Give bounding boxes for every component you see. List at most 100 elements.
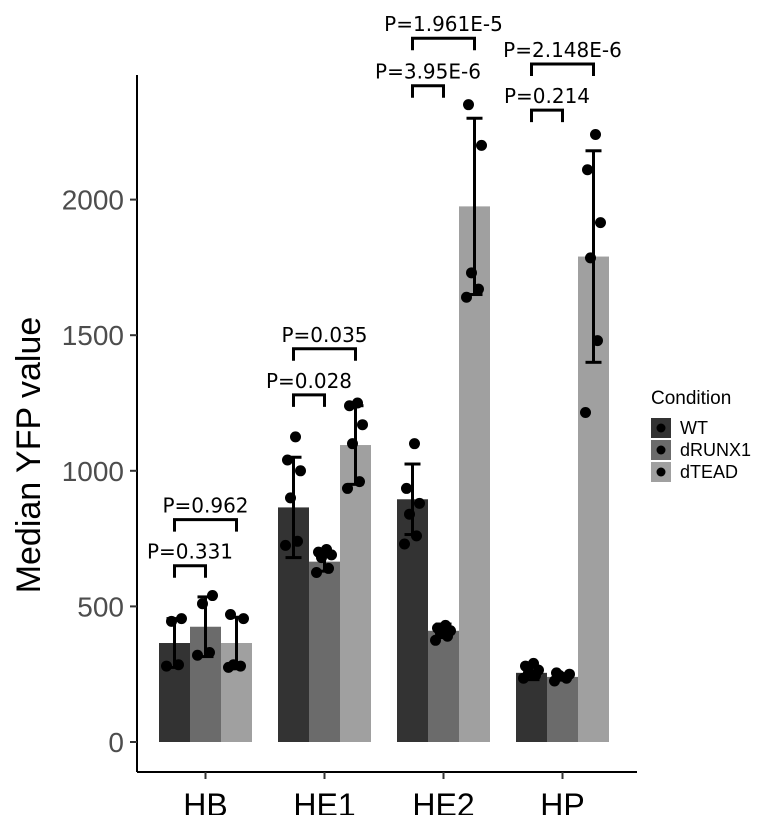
y-tick-label: 2000: [62, 185, 124, 216]
p-value-bracket-he1-dtead: P=0.035: [281, 323, 368, 361]
data-point-hp-dtead: [595, 217, 606, 229]
data-point-hp-dtead: [592, 335, 603, 347]
p-value-label: P=0.035: [281, 323, 367, 347]
data-point-hb-drunx1: [207, 590, 218, 602]
bar-hp-wt: [516, 672, 547, 742]
legend-title: Condition: [651, 388, 731, 409]
data-point-he2-dtead: [461, 291, 472, 303]
data-point-hp-wt: [528, 657, 539, 669]
data-point-hb-wt: [166, 615, 177, 627]
data-point-hp-dtead: [585, 252, 596, 264]
y-axis-label: Median YFP value: [10, 317, 48, 594]
data-point-he1-wt: [282, 454, 293, 466]
data-point-he2-wt: [411, 530, 422, 542]
p-value-bracket-he2-dtead: P=1.961E-5: [384, 12, 503, 51]
data-point-he2-dtead: [463, 99, 474, 111]
x-tick-label-hb: HB: [183, 787, 227, 815]
data-point-hb-drunx1: [204, 647, 215, 659]
data-point-hp-dtead: [590, 129, 601, 141]
data-point-he1-drunx1: [323, 562, 334, 574]
x-tick-label-he1: HE1: [293, 787, 355, 815]
x-tick-label-he2: HE2: [412, 787, 474, 815]
data-point-he1-dtead: [357, 419, 368, 431]
p-value-bracket-he1-drunx1: P=0.028: [266, 369, 352, 407]
bracket-line: [530, 62, 595, 76]
data-point-he1-wt: [285, 492, 296, 504]
y-tick-label: 500: [77, 591, 124, 622]
legend-point-icon: [656, 467, 666, 477]
data-point-he1-wt: [295, 465, 306, 477]
data-point-he1-wt: [280, 539, 291, 551]
y-tick-label: 0: [108, 727, 124, 758]
data-point-he1-dtead: [354, 476, 365, 488]
legend-point-icon: [656, 445, 666, 455]
x-tick-label-hp: HP: [540, 787, 584, 815]
data-point-he2-wt: [414, 497, 425, 509]
bracket-line: [173, 518, 238, 532]
p-value-label: P=2.148E-6: [503, 38, 622, 62]
p-value-bracket-hb-drunx1: P=0.331: [147, 540, 233, 578]
bracket-line: [411, 36, 476, 51]
legend-point-icon: [656, 423, 666, 433]
legend-label: dRUNX1: [680, 440, 751, 460]
legend-item-dtead: dTEAD: [651, 462, 738, 482]
data-point-hp-drunx1: [564, 668, 575, 680]
p-value-bracket-hp-dtead: P=2.148E-6: [503, 38, 622, 76]
bracket-line: [173, 564, 207, 578]
data-point-he1-drunx1: [311, 567, 322, 578]
p-value-label: P=1.961E-5: [384, 12, 503, 36]
bars-layer: [159, 206, 609, 742]
data-point-he1-dtead: [342, 482, 353, 494]
data-point-hb-drunx1: [197, 598, 208, 610]
y-ticks: 0 500 1000 1500 2000: [62, 185, 137, 758]
data-point-hb-dtead: [228, 659, 239, 671]
data-point-hb-wt: [176, 613, 187, 625]
p-value-label: P=0.214: [504, 84, 590, 108]
data-point-hp-drunx1: [551, 667, 562, 679]
y-tick-label: 1500: [62, 320, 124, 351]
bracket-line: [292, 347, 357, 361]
legend-item-wt: WT: [651, 418, 708, 438]
data-point-he2-wt: [399, 538, 410, 550]
x-ticks: HB HE1 HE2 HP: [183, 772, 585, 815]
data-point-he1-drunx1: [321, 543, 332, 555]
p-value-bracket-he2-drunx1: P=3.95E-6: [375, 60, 481, 98]
bracket-line: [292, 393, 326, 407]
errorbars-layer: [166, 116, 602, 682]
p-value-label: P=0.962: [162, 494, 248, 518]
data-point-he1-wt: [292, 535, 303, 547]
legend-label: WT: [680, 418, 708, 438]
data-point-he2-wt: [404, 508, 415, 520]
data-point-he1-dtead: [347, 438, 358, 450]
bracket-line: [411, 84, 445, 98]
bar-hp-drunx1: [547, 676, 578, 742]
data-point-he2-dtead: [476, 139, 487, 151]
p-value-bracket-hb-dtead: P=0.962: [162, 494, 249, 532]
axes-layer: [136, 75, 637, 773]
p-value-label: P=0.331: [147, 540, 233, 564]
legend-item-drunx1: dRUNX1: [651, 440, 751, 460]
p-value-brackets: P=0.331 P=0.962 P=0.028 P=0.035 P=3.95E-6 P=1…: [147, 12, 622, 578]
bar-he1-drunx1: [309, 561, 340, 742]
p-value-label: P=0.028: [266, 369, 352, 393]
y-tick-label: 1000: [62, 456, 124, 487]
bar-he2-drunx1: [428, 630, 459, 742]
p-value-bracket-hp-drunx1: P=0.214: [504, 84, 590, 123]
data-point-he2-dtead: [466, 267, 477, 279]
data-point-hb-drunx1: [192, 649, 203, 661]
bar-he1-dtead: [340, 445, 371, 742]
data-point-he2-wt: [401, 482, 412, 494]
data-point-hp-dtead: [580, 406, 591, 418]
bracket-line: [530, 108, 564, 123]
data-point-hb-wt: [173, 659, 184, 671]
data-point-he2-dtead: [473, 283, 484, 295]
data-point-hb-dtead: [225, 609, 236, 621]
data-point-he1-wt: [290, 431, 301, 443]
data-point-he2-wt: [409, 438, 420, 450]
p-value-label: P=3.95E-6: [375, 60, 481, 84]
legend-label: dTEAD: [680, 462, 738, 482]
data-point-hb-wt: [161, 660, 172, 672]
